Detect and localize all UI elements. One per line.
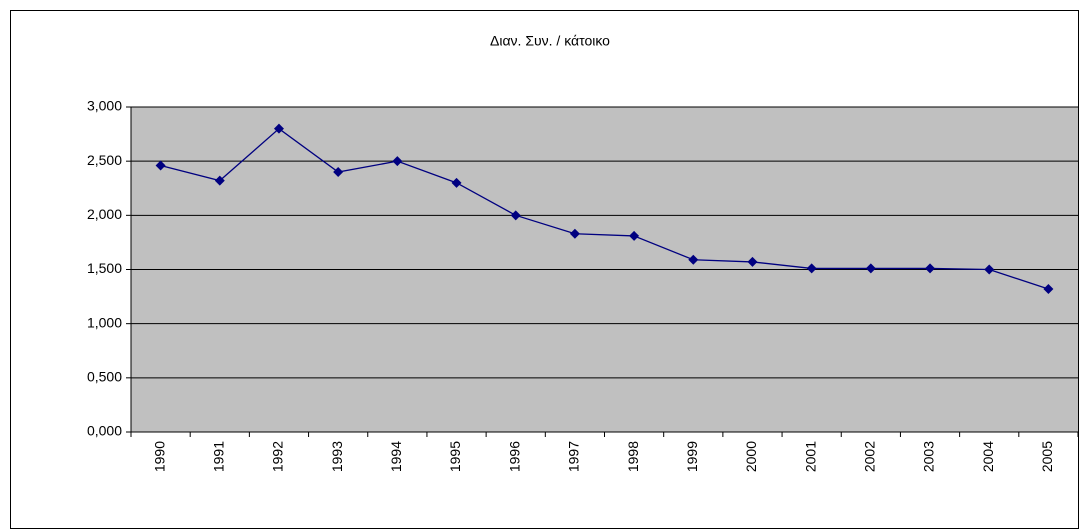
x-tick-label: 2005: [1039, 441, 1055, 472]
x-tick-label: 1996: [506, 441, 522, 472]
x-tick-label: 2003: [921, 441, 937, 472]
x-tick-label: 1992: [270, 441, 286, 472]
x-tick-label: 1997: [566, 441, 582, 472]
data-point: [865, 263, 876, 274]
data-point: [1043, 284, 1054, 294]
chart-title: Διαν. Συν. / κάτοικο: [490, 33, 610, 49]
x-tick-label: 1995: [447, 441, 463, 472]
data-point: [510, 210, 521, 221]
data-point: [214, 175, 225, 186]
x-tick-label: 1994: [388, 441, 404, 472]
data-point: [688, 254, 699, 265]
x-tick-label: 1990: [151, 441, 167, 472]
y-tick-label: 2,000: [87, 206, 122, 222]
data-point: [747, 256, 758, 267]
x-tick-label: 1993: [329, 441, 345, 472]
y-tick-label: 1,500: [87, 260, 122, 276]
y-tick-label: 0,500: [87, 369, 122, 385]
data-point: [451, 177, 462, 188]
y-tick-label: 3,000: [87, 98, 122, 114]
data-point: [392, 156, 403, 167]
data-point: [925, 263, 936, 274]
y-tick-label: 2,500: [87, 152, 122, 168]
data-point: [806, 263, 817, 274]
x-tick-label: 2004: [980, 441, 996, 472]
data-point: [569, 228, 580, 239]
x-tick-label: 1991: [210, 441, 226, 472]
x-tick-label: 1998: [625, 441, 641, 472]
x-tick-label: 2001: [802, 441, 818, 472]
x-tick-label: 1999: [684, 441, 700, 472]
data-point: [984, 264, 995, 275]
data-point: [629, 230, 640, 241]
data-point: [155, 160, 166, 171]
data-point: [273, 123, 284, 134]
data-point: [333, 167, 344, 177]
y-tick-label: 1,000: [87, 314, 122, 330]
y-tick-label: 0,000: [87, 423, 122, 439]
series-line: [160, 127, 1049, 290]
x-tick-label: 2000: [743, 441, 759, 472]
x-tick-label: 2002: [862, 441, 878, 472]
